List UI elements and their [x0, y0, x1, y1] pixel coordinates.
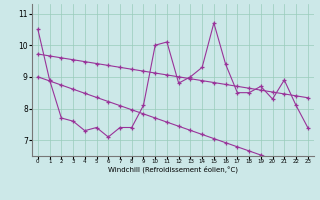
X-axis label: Windchill (Refroidissement éolien,°C): Windchill (Refroidissement éolien,°C): [108, 166, 238, 173]
